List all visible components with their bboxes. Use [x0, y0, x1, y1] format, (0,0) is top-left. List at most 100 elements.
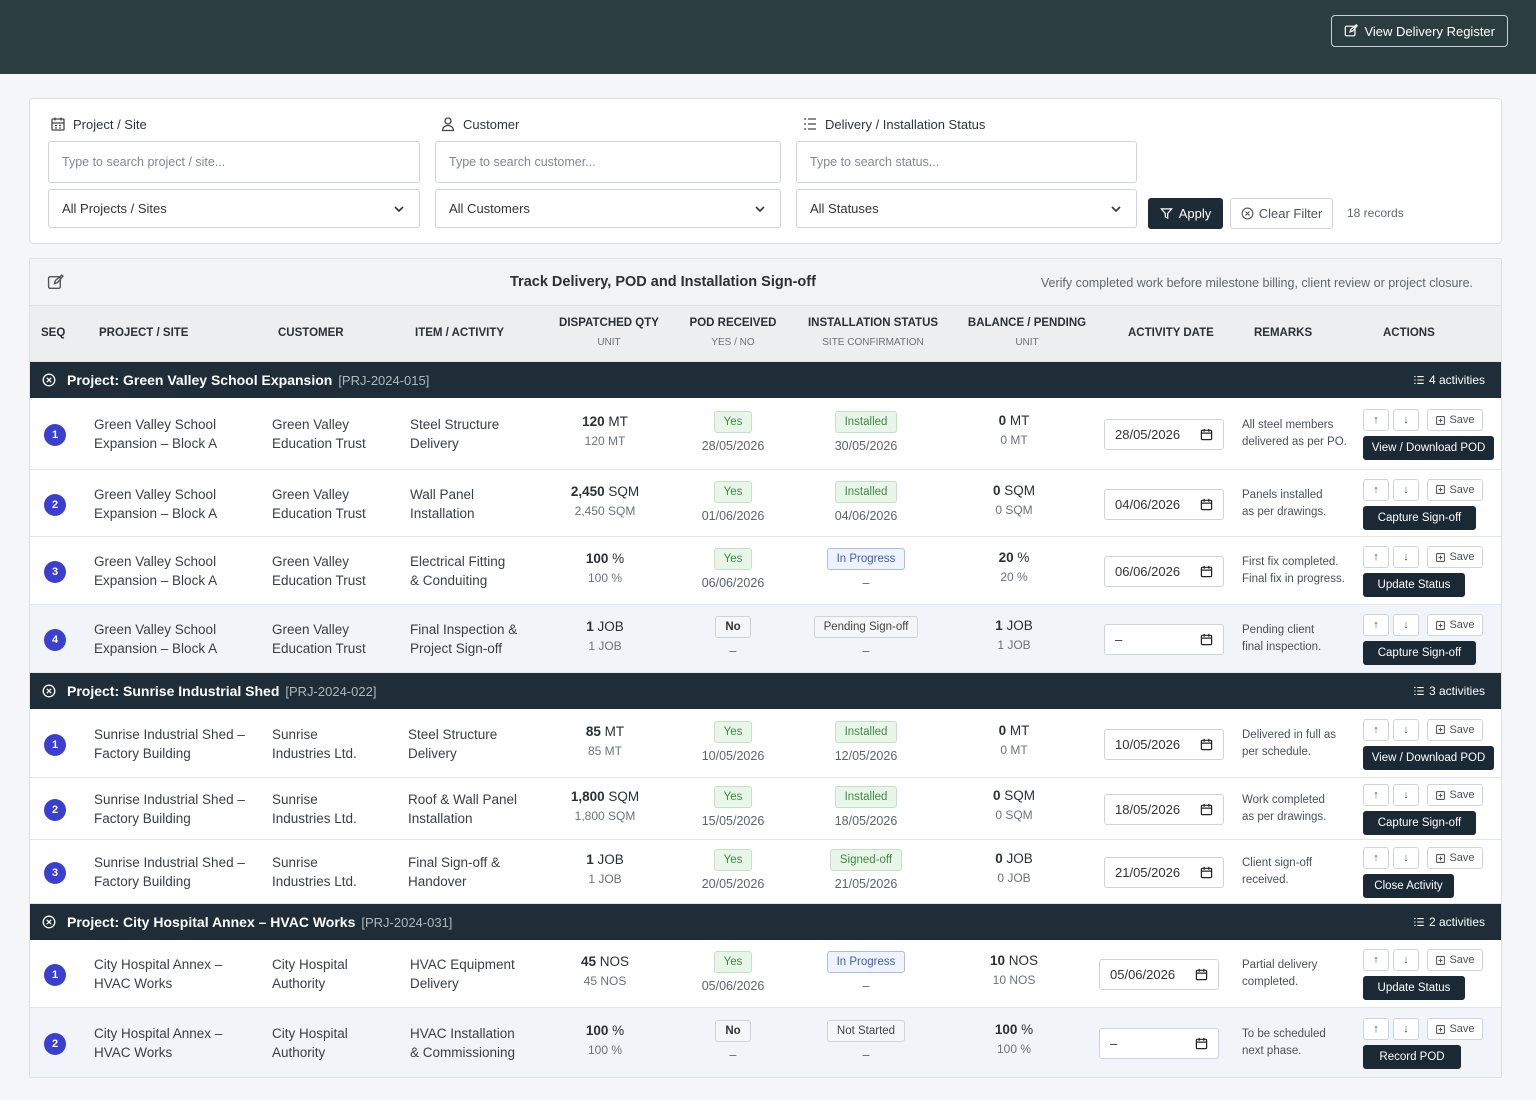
save-button[interactable]: Save [1427, 478, 1483, 501]
dispatched-qty: 2,450 SQM 2,450 SQM [570, 483, 640, 518]
chevron-down-icon [755, 205, 765, 212]
project-cell: Sunrise Industrial Shed – Factory Buildin… [94, 726, 245, 761]
move-down-button[interactable]: ↓ [1393, 478, 1419, 501]
customer-cell: Green Valley Education Trust [272, 554, 366, 588]
move-up-button[interactable]: ↑ [1363, 409, 1389, 431]
balance-pending: 0 SQM 0 SQM [992, 482, 1036, 517]
save-button[interactable]: Save [1427, 847, 1483, 869]
arrow-up-icon: ↑ [1373, 414, 1379, 426]
move-down-button[interactable]: ↓ [1393, 784, 1419, 806]
balance-pending: 0 MT 0 MT [998, 722, 1030, 757]
move-down-button[interactable]: ↓ [1393, 614, 1419, 636]
activity-date-input[interactable]: – [1099, 1028, 1219, 1059]
project-group-header[interactable]: Project: Sunrise Industrial Shed [PRJ-202… [30, 673, 1501, 709]
row-action-button[interactable]: Capture Sign-off [1363, 811, 1476, 835]
activity-date-input[interactable]: 04/06/2026 [1104, 488, 1224, 520]
activity-date-value: 18/05/2026 [1115, 802, 1181, 817]
customer-cell: Green Valley Education Trust [272, 622, 366, 656]
clear-filter-button[interactable]: Clear Filter [1230, 198, 1333, 229]
activity-date-input[interactable]: 10/05/2026 [1104, 728, 1224, 760]
row-action-button[interactable]: Update Status [1363, 976, 1465, 1000]
balance-pending: 0 SQM 0 SQM [992, 788, 1036, 822]
activity-count: 2 activities [1413, 915, 1485, 929]
arrow-up-icon: ↑ [1373, 1023, 1379, 1035]
arrow-up-icon: ↑ [1373, 954, 1379, 966]
seq-badge: 2 [44, 1033, 66, 1055]
save-button[interactable]: Save [1427, 614, 1483, 636]
row-action-button[interactable]: Update Status [1363, 573, 1465, 597]
move-up-button[interactable]: ↑ [1363, 546, 1389, 568]
move-up-button[interactable]: ↑ [1363, 1018, 1389, 1040]
item-cell: Roof & Wall Panel Installation [408, 792, 518, 826]
row-action-button[interactable]: Record POD [1363, 1045, 1461, 1069]
customer-cell: City Hospital Authority [272, 1026, 348, 1060]
remarks-cell: Panels installed as per drawings. [1242, 488, 1327, 518]
project-search-input[interactable] [48, 141, 420, 183]
save-button[interactable]: Save [1427, 409, 1483, 431]
row-action-button[interactable]: Capture Sign-off [1363, 641, 1476, 665]
move-down-button[interactable]: ↓ [1393, 1018, 1419, 1040]
edit-icon[interactable] [47, 274, 64, 291]
table-row: 1 Sunrise Industrial Shed – Factory Buildi… [30, 709, 1501, 778]
move-up-button[interactable]: ↑ [1363, 847, 1389, 869]
save-button[interactable]: Save [1427, 949, 1483, 971]
arrow-down-icon: ↓ [1403, 483, 1409, 496]
save-button[interactable]: Save [1427, 718, 1483, 741]
pod-received: Yes 20/05/2026 [678, 849, 788, 891]
pod-badge: Yes [713, 411, 753, 433]
customer-search-input[interactable] [435, 141, 781, 183]
save-button[interactable]: Save [1427, 546, 1483, 568]
move-down-button[interactable]: ↓ [1393, 718, 1419, 741]
row-action-button[interactable]: View / Download POD [1363, 436, 1494, 460]
status-select-value: All Statuses [810, 201, 879, 216]
save-button[interactable]: Save [1427, 784, 1483, 806]
project-select[interactable]: All Projects / Sites [48, 189, 420, 228]
move-up-button[interactable]: ↑ [1363, 478, 1389, 501]
seq-badge: 2 [44, 799, 66, 821]
pod-badge: Yes [713, 951, 753, 973]
install-badge: In Progress [826, 548, 906, 570]
project-group-header[interactable]: Project: Green Valley School Expansion [P… [30, 362, 1501, 398]
view-delivery-register-button[interactable]: View Delivery Register [1331, 15, 1508, 47]
move-down-button[interactable]: ↓ [1393, 847, 1419, 869]
status-search-input[interactable] [796, 141, 1137, 183]
activity-date-input[interactable]: 18/05/2026 [1104, 794, 1224, 825]
apply-button[interactable]: Apply [1148, 198, 1223, 229]
project-group-header[interactable]: Project: City Hospital Annex – HVAC Work… [30, 904, 1501, 940]
pod-date: 20/05/2026 [701, 877, 765, 891]
customer-select[interactable]: All Customers [435, 189, 781, 228]
activity-date-input[interactable]: 28/05/2026 [1104, 419, 1224, 450]
install-date: – [862, 979, 870, 993]
install-date: – [862, 1048, 870, 1062]
move-up-button[interactable]: ↑ [1363, 614, 1389, 636]
activity-date-input[interactable]: 05/06/2026 [1099, 959, 1219, 990]
calendar-icon [1200, 428, 1213, 441]
pod-badge: No [715, 1020, 751, 1042]
activity-date-input[interactable]: 06/06/2026 [1104, 556, 1224, 587]
pod-badge: No [715, 616, 751, 638]
installation-status: Installed 18/05/2026 [791, 786, 941, 828]
table-row: 2 Sunrise Industrial Shed – Factory Buildi… [30, 778, 1501, 840]
save-button[interactable]: Save [1427, 1018, 1483, 1040]
move-down-button[interactable]: ↓ [1393, 546, 1419, 568]
row-action-button[interactable]: Close Activity [1363, 874, 1454, 898]
customer-select-value: All Customers [449, 201, 530, 216]
row-action-button[interactable]: View / Download POD [1363, 745, 1494, 770]
arrow-down-icon: ↓ [1403, 1023, 1409, 1035]
move-down-button[interactable]: ↓ [1393, 949, 1419, 971]
install-date: 30/05/2026 [834, 439, 898, 453]
col-remarks: REMARKS [1254, 327, 1313, 339]
activity-date-input[interactable]: 21/05/2026 [1104, 857, 1224, 888]
remarks-cell: Work completed as per drawings. [1242, 794, 1327, 823]
activity-date-input[interactable]: – [1104, 624, 1224, 655]
activity-date-value: 04/06/2026 [1115, 496, 1181, 512]
move-up-button[interactable]: ↑ [1363, 784, 1389, 806]
arrow-up-icon: ↑ [1373, 551, 1379, 563]
move-up-button[interactable]: ↑ [1363, 949, 1389, 971]
install-date: – [862, 576, 870, 590]
list-icon [1414, 918, 1424, 926]
move-down-button[interactable]: ↓ [1393, 409, 1419, 431]
row-action-button[interactable]: Capture Sign-off [1363, 505, 1476, 530]
status-select[interactable]: All Statuses [796, 189, 1137, 228]
move-up-button[interactable]: ↑ [1363, 718, 1389, 741]
